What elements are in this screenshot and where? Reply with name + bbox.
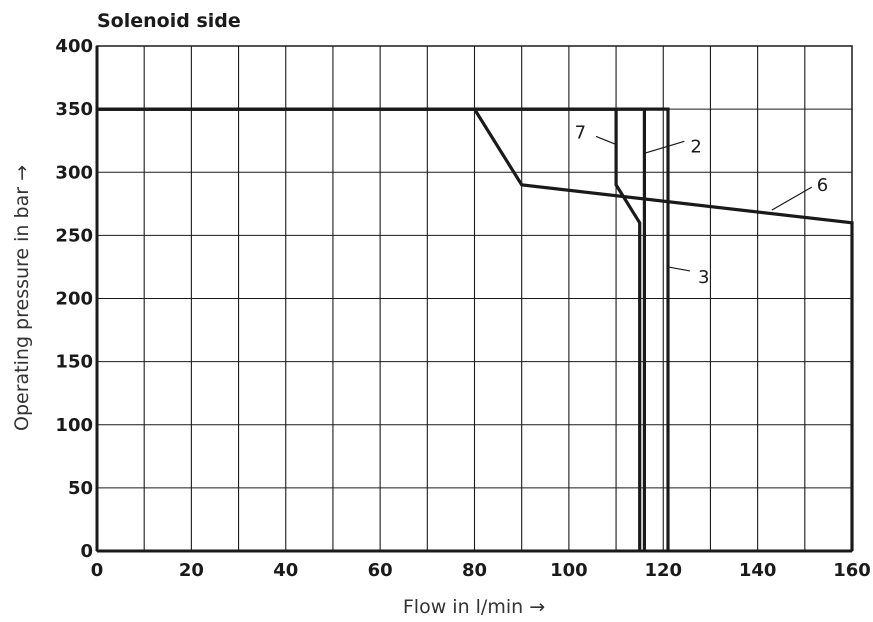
- curve-6: [97, 107, 854, 551]
- curve-2: [97, 107, 646, 551]
- x-tick-label-60: 60: [368, 560, 393, 581]
- x-tick-label-140: 140: [739, 560, 777, 581]
- x-tick-label-80: 80: [462, 560, 487, 581]
- x-tick-label-160: 160: [833, 560, 871, 581]
- y-tick-label-0: 0: [80, 541, 93, 562]
- x-axis-label: Flow in l/min →: [403, 596, 545, 618]
- annotations: 7 2 6 3: [575, 122, 829, 287]
- leader-line-7: [595, 135, 617, 146]
- grid: [96, 45, 853, 552]
- chart-title: Solenoid side: [97, 10, 241, 32]
- leader-line-3: [667, 266, 691, 272]
- y-tick-label-300: 300: [55, 162, 93, 183]
- curve-label-2: 2: [690, 136, 701, 157]
- curve-3: [97, 107, 670, 551]
- curve-label-7: 7: [575, 122, 586, 143]
- y-tick-label-250: 250: [55, 225, 93, 246]
- x-tick-label-100: 100: [550, 560, 588, 581]
- y-tick-label-350: 350: [55, 99, 93, 120]
- leader-line-2: [644, 140, 685, 154]
- leader-line-6: [771, 186, 813, 211]
- curve-label-3: 3: [698, 267, 709, 288]
- curves: [97, 107, 854, 551]
- y-tick-label-100: 100: [55, 415, 93, 436]
- x-tick-labels: 0 20 40 60 80 100 120 140 160: [91, 560, 871, 581]
- curve-label-6: 6: [817, 175, 828, 196]
- y-tick-label-400: 400: [55, 36, 93, 57]
- curve-7: [97, 107, 642, 551]
- y-tick-label-50: 50: [68, 478, 93, 499]
- x-tick-label-0: 0: [91, 560, 104, 581]
- x-tick-label-120: 120: [644, 560, 682, 581]
- y-tick-label-150: 150: [55, 352, 93, 373]
- x-tick-label-20: 20: [179, 560, 204, 581]
- y-tick-label-200: 200: [55, 289, 93, 310]
- axes: [95, 46, 852, 553]
- x-tick-label-40: 40: [273, 560, 298, 581]
- y-axis-label: Operating pressure in bar →: [11, 165, 33, 431]
- y-tick-labels: 0 50 100 150 200 250 300 350 400: [55, 36, 93, 562]
